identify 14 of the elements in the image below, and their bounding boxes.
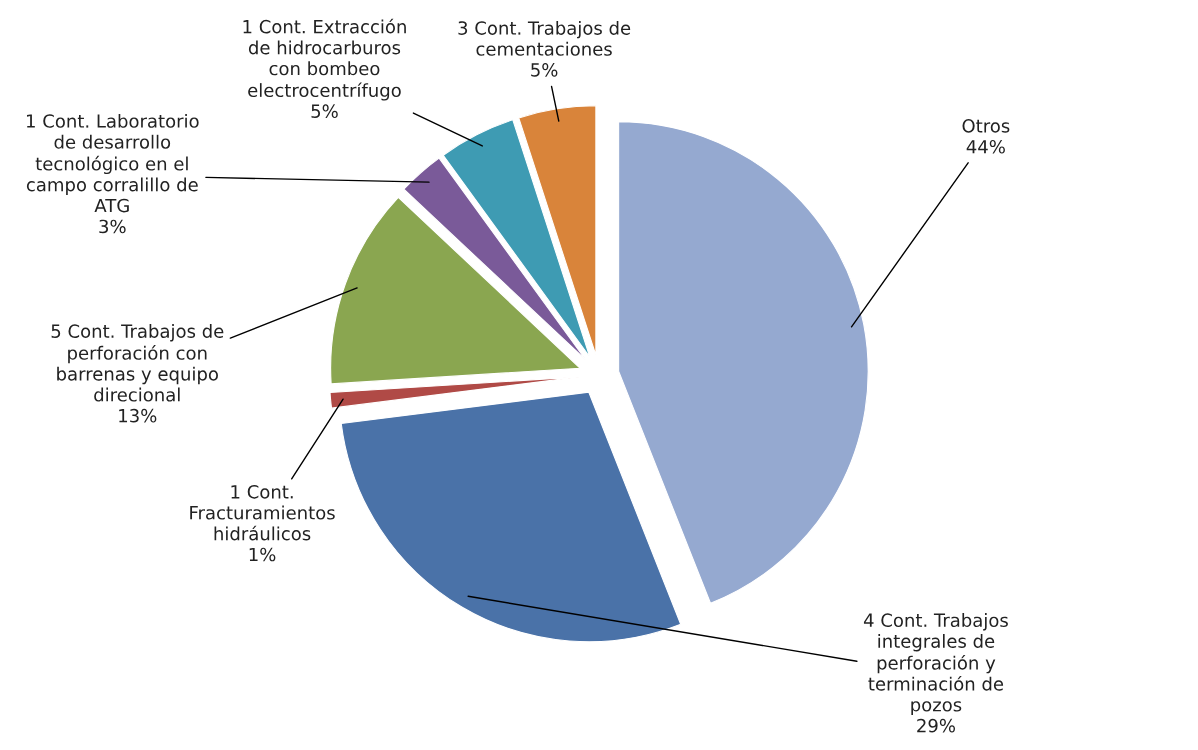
slice-label: 1 Cont. Extracción de hidrocarburos con bombeo electrocentrífugo <box>243 18 406 101</box>
data-label: 3% <box>99 219 126 234</box>
slice-label: Otros <box>962 119 1010 133</box>
data-label: 13% <box>119 408 157 423</box>
data-label: 5% <box>531 63 558 77</box>
slice-label: 4 Cont. Trabajos integrales de perforación y terminación de pozos <box>863 613 1008 716</box>
data-label: 29% <box>917 718 956 733</box>
slice-label: 1 Cont. Fracturamientos hidráulicos <box>190 484 335 541</box>
slice-label: 1 Cont. Laboratorio de desarrollo tecnológico en el campo corralillo de ATG <box>26 113 199 213</box>
slice-label: 5 Cont. Trabajos de perforación con barrenas y equipo direcional <box>51 324 224 402</box>
data-label: 44% <box>966 139 1005 154</box>
data-label: 1% <box>249 547 276 562</box>
data-label: 5% <box>311 104 338 119</box>
slice-label: 3 Cont. Trabajos de cementaciones <box>458 20 631 56</box>
